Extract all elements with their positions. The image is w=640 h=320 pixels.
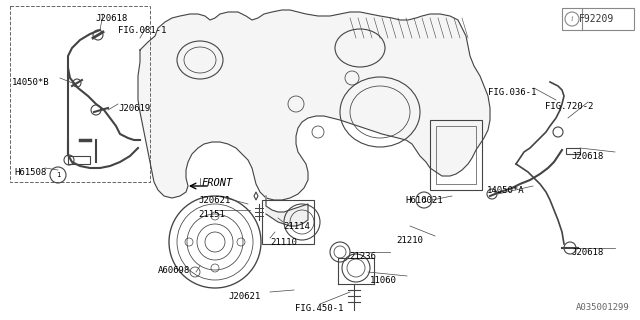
- Text: F92209: F92209: [579, 14, 614, 24]
- Text: A035001299: A035001299: [576, 303, 630, 312]
- Text: J20619: J20619: [118, 104, 150, 113]
- Text: 14050*A: 14050*A: [487, 186, 525, 195]
- Text: 1: 1: [422, 197, 426, 203]
- Text: A60698: A60698: [158, 266, 190, 275]
- Text: 14050*B: 14050*B: [12, 78, 50, 87]
- Bar: [430, 120, 482, 190]
- Bar: [436, 126, 476, 184]
- Bar: [566, 148, 580, 154]
- Text: H616021: H616021: [405, 196, 443, 205]
- Text: 11060: 11060: [370, 276, 397, 285]
- Text: FIG.720-2: FIG.720-2: [545, 102, 593, 111]
- Text: 21210: 21210: [396, 236, 423, 245]
- Bar: [68, 156, 90, 164]
- Text: FIG.081-1: FIG.081-1: [118, 26, 166, 35]
- Text: i: i: [571, 15, 573, 23]
- Text: 1: 1: [56, 172, 60, 178]
- Text: J20621: J20621: [198, 196, 230, 205]
- Text: FIG.450-1: FIG.450-1: [295, 304, 344, 313]
- Text: 21236: 21236: [349, 252, 376, 261]
- Text: J20618: J20618: [571, 152, 604, 161]
- Text: FRONT: FRONT: [202, 178, 233, 188]
- Bar: [262, 200, 314, 244]
- Text: H61508: H61508: [14, 168, 46, 177]
- Text: 21110: 21110: [270, 238, 297, 247]
- Text: J20618: J20618: [95, 14, 127, 23]
- Text: J20621: J20621: [228, 292, 260, 301]
- Text: 21114: 21114: [283, 222, 310, 231]
- Text: J20618: J20618: [571, 248, 604, 257]
- Text: 21151: 21151: [198, 210, 225, 219]
- Text: FIG.036-1: FIG.036-1: [488, 88, 536, 97]
- Polygon shape: [138, 10, 490, 200]
- Bar: [562, 8, 634, 30]
- Polygon shape: [266, 196, 308, 226]
- Bar: [10, 6, 150, 182]
